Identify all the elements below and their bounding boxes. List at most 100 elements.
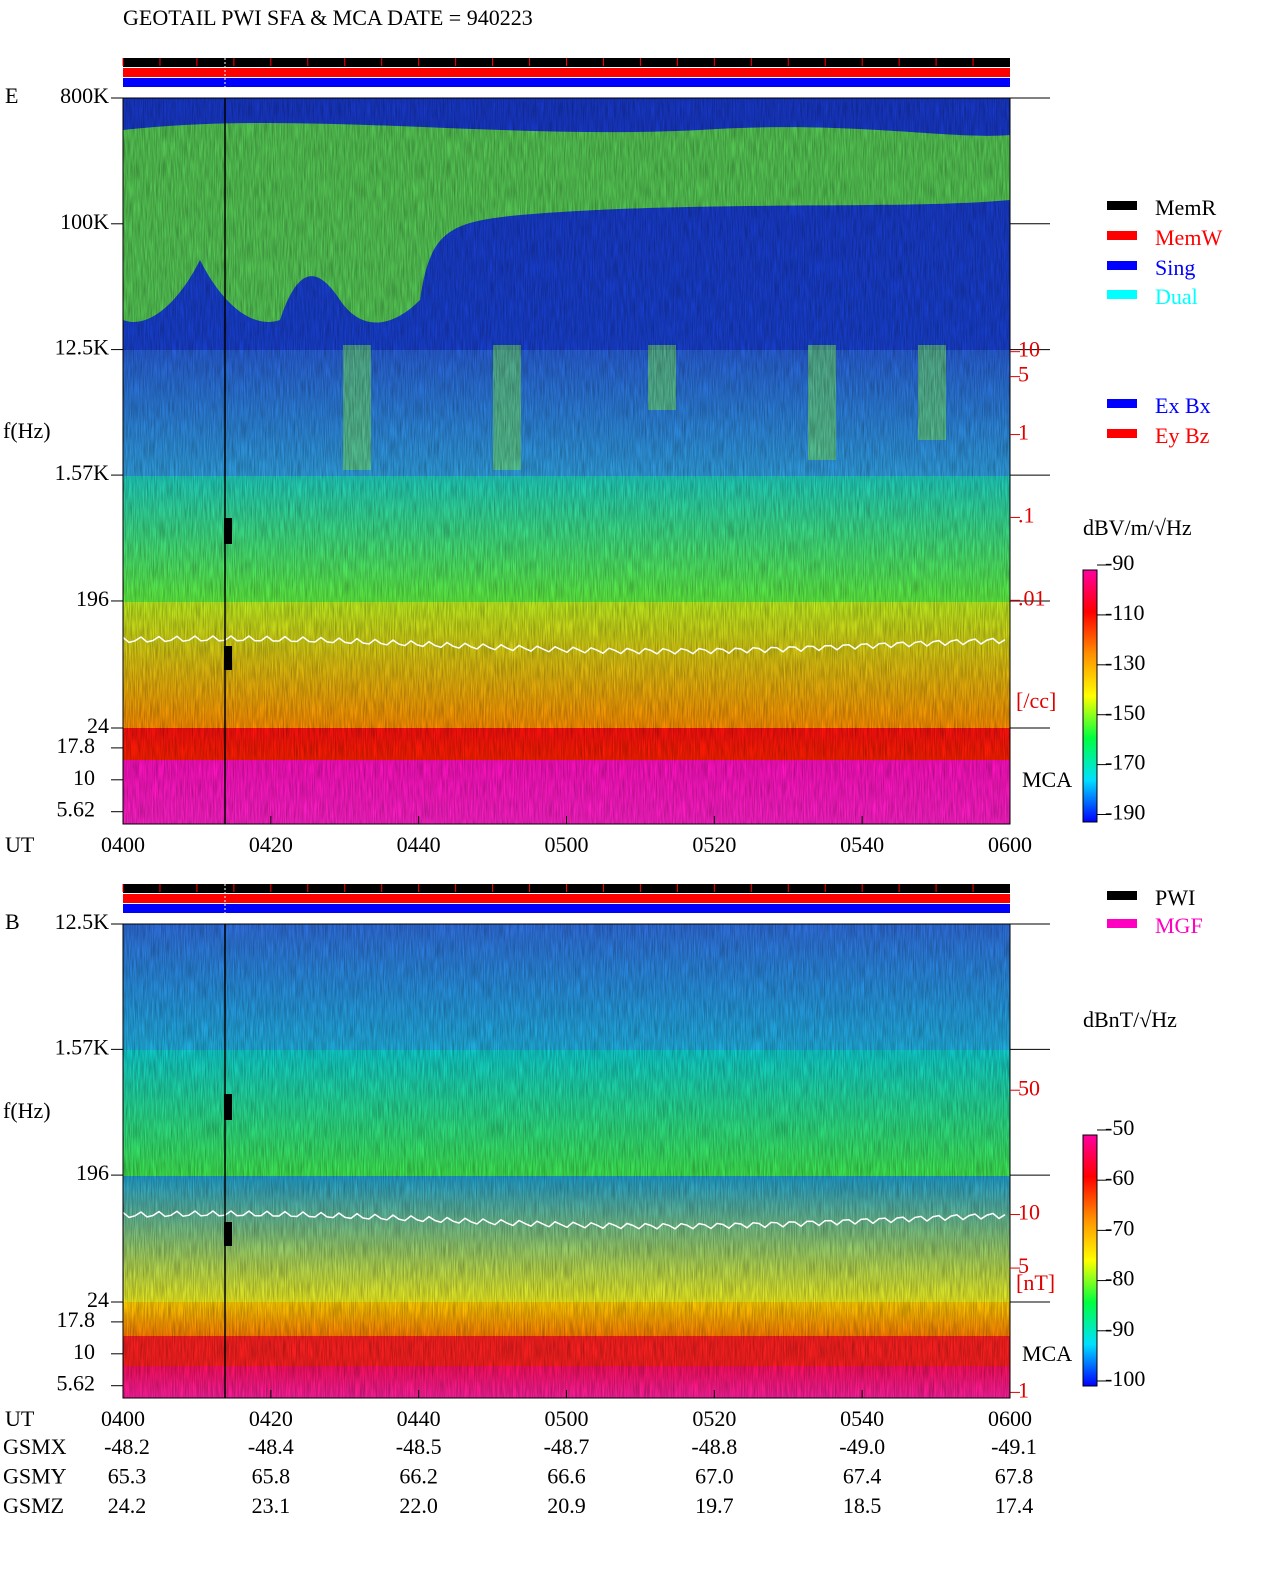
orbit-value: -49.0 <box>839 1434 885 1459</box>
orbit-value: 17.4 <box>995 1493 1034 1518</box>
x-tick-label: 0520 <box>692 1406 736 1431</box>
y-tick-label: 24 <box>87 713 109 738</box>
x-tick-label: 0420 <box>249 1406 293 1431</box>
y2-axis-label: [nT] <box>1016 1270 1055 1295</box>
y-axis-label: f(Hz) <box>3 1098 51 1123</box>
colorbar-tick-label: -110 <box>1105 600 1145 625</box>
mca-tick-label: 5.62 <box>57 797 96 822</box>
x-tick-label: 0600 <box>988 1406 1032 1431</box>
legend-label: PWI <box>1155 885 1195 910</box>
y2-tick-label: 50 <box>1018 1075 1040 1100</box>
x-tick-label: 0540 <box>840 832 884 857</box>
colorbar <box>1082 569 1098 823</box>
legend-label: Ex Bx <box>1155 393 1211 418</box>
orbit-value: 67.0 <box>695 1464 734 1489</box>
y2-tick-label: 1 <box>1018 420 1029 445</box>
legend-label: MGF <box>1155 913 1203 938</box>
orbit-value: -49.1 <box>991 1434 1037 1459</box>
y-tick-label: 800K <box>60 83 109 108</box>
mca-tick-label: 5.62 <box>57 1371 96 1396</box>
legend-label: MemW <box>1155 225 1222 250</box>
orbit-value: 22.0 <box>399 1493 438 1518</box>
legend-swatch <box>1107 231 1137 240</box>
y-tick-label: 100K <box>60 209 109 234</box>
colorbar-tick-label: -150 <box>1105 700 1145 725</box>
orbit-value: 67.4 <box>843 1464 882 1489</box>
status-bar <box>123 68 1010 77</box>
status-bar <box>123 894 1010 903</box>
colorbar-tick-label: -130 <box>1105 650 1145 675</box>
x-tick-label: 0440 <box>397 1406 441 1431</box>
x-tick-label: 0420 <box>249 832 293 857</box>
spectrogram-noise <box>123 98 1010 824</box>
marker-block <box>224 1222 232 1246</box>
y2-tick-label: .1 <box>1018 502 1035 527</box>
legend-swatch <box>1107 261 1137 270</box>
orbit-value: -48.8 <box>691 1434 737 1459</box>
orbit-value: 23.1 <box>252 1493 291 1518</box>
colorbar-tick-label: -90 <box>1105 550 1134 575</box>
orbit-row-name: GSMY <box>3 1464 67 1489</box>
y2-tick-label: 1 <box>1018 1377 1029 1402</box>
density-trace <box>122 635 1006 655</box>
marker-block <box>224 518 232 544</box>
orbit-value: 66.2 <box>399 1464 438 1489</box>
mca-tick-label: 10 <box>73 765 95 790</box>
orbit-value: 20.9 <box>547 1493 586 1518</box>
marker-block <box>224 1094 232 1120</box>
x-axis-label: UT <box>5 832 35 857</box>
mca-tick-label: 17.8 <box>57 1307 96 1332</box>
panel-label: E <box>5 83 18 108</box>
orbit-value: 67.8 <box>995 1464 1034 1489</box>
legend-label: MemR <box>1155 195 1216 220</box>
spectrogram-noise <box>123 924 1010 1398</box>
colorbar-tick-label: -80 <box>1105 1266 1134 1291</box>
mca-label: MCA <box>1022 767 1072 792</box>
y2-tick-label: 5 <box>1018 362 1029 387</box>
y2-tick-label: .01 <box>1018 585 1046 610</box>
y-tick-label: 12.5K <box>55 909 110 934</box>
x-tick-label: 0540 <box>840 1406 884 1431</box>
legend-swatch <box>1107 919 1137 928</box>
orbit-value: 66.6 <box>547 1464 586 1489</box>
y2-axis-label: [/cc] <box>1016 688 1056 713</box>
legend-swatch <box>1107 429 1137 438</box>
orbit-value: 24.2 <box>108 1493 147 1518</box>
colorbar-label: dBnT/√Hz <box>1083 1007 1177 1032</box>
x-tick-label: 0500 <box>545 1406 589 1431</box>
marker-block <box>224 646 232 670</box>
colorbar-tick-label: -90 <box>1105 1316 1134 1341</box>
colorbar-tick-label: -100 <box>1105 1366 1145 1391</box>
colorbar-tick-label: -60 <box>1105 1165 1134 1190</box>
status-bar <box>123 904 1010 913</box>
y-tick-label: 24 <box>87 1287 109 1312</box>
x-tick-label: 0520 <box>692 832 736 857</box>
orbit-value: -48.4 <box>248 1434 294 1459</box>
y-axis-label: f(Hz) <box>3 418 51 443</box>
orbit-value: -48.2 <box>104 1434 150 1459</box>
orbit-value: -48.7 <box>544 1434 590 1459</box>
y-tick-label: 196 <box>76 586 109 611</box>
x-tick-label: 0440 <box>397 832 441 857</box>
orbit-value: -48.5 <box>396 1434 442 1459</box>
mca-tick-label: 10 <box>73 1339 95 1364</box>
panel-label: B <box>5 909 20 934</box>
orbit-row-name: GSMZ <box>3 1493 64 1518</box>
legend-swatch <box>1107 891 1137 900</box>
orbit-row-name: GSMX <box>3 1434 67 1459</box>
y-tick-label: 1.57K <box>55 1034 110 1059</box>
chart-title: GEOTAIL PWI SFA & MCA DATE = 940223 <box>123 5 533 30</box>
mca-tick-label: 17.8 <box>57 733 96 758</box>
x-axis-label: UT <box>5 1406 35 1431</box>
y2-tick-label: 10 <box>1018 1200 1040 1225</box>
legend-swatch <box>1107 399 1137 408</box>
x-tick-label: 0400 <box>101 832 145 857</box>
y-tick-label: 1.57K <box>55 460 110 485</box>
colorbar <box>1082 1134 1098 1387</box>
colorbar-tick-label: -170 <box>1105 750 1145 775</box>
orbit-value: 65.8 <box>252 1464 291 1489</box>
colorbar-label: dBV/m/√Hz <box>1083 515 1192 540</box>
orbit-value: 18.5 <box>843 1493 882 1518</box>
colorbar-tick-label: -50 <box>1105 1115 1134 1140</box>
